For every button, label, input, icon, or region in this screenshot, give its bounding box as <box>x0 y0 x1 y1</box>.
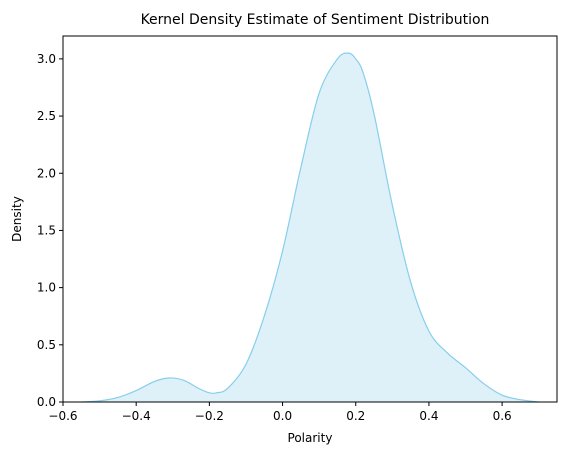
y-tick-label: 1.5 <box>37 223 56 237</box>
density-curve-line <box>81 52 539 403</box>
y-tick-label: 1.0 <box>37 281 56 295</box>
x-tick-label: −0.6 <box>48 409 77 423</box>
x-tick-label: 0.2 <box>346 409 365 423</box>
y-axis-label: Density <box>10 196 24 242</box>
x-tick-label: 0.0 <box>273 409 292 423</box>
y-tick-label: 0.0 <box>37 395 56 409</box>
y-tick-label: 2.5 <box>37 109 56 123</box>
plot-frame <box>62 35 558 403</box>
x-tick-label: 0.4 <box>419 409 438 423</box>
y-tick-label: 2.0 <box>37 166 56 180</box>
x-tick-label: −0.2 <box>195 409 224 423</box>
y-axis: 0.0 0.5 1.0 1.5 2.0 2.5 3.0 <box>37 52 63 409</box>
x-tick-label: 0.6 <box>493 409 512 423</box>
x-axis: −0.6 −0.4 −0.2 0.0 0.2 0.4 0.6 <box>48 402 512 423</box>
chart-title: Kernel Density Estimate of Sentiment Dis… <box>141 12 490 28</box>
y-tick-label: 0.5 <box>37 338 56 352</box>
x-axis-label: Polarity <box>288 431 333 445</box>
plot-area <box>81 52 539 403</box>
density-area-fill <box>81 53 539 402</box>
y-tick-label: 3.0 <box>37 52 56 66</box>
x-tick-label: −0.4 <box>122 409 151 423</box>
